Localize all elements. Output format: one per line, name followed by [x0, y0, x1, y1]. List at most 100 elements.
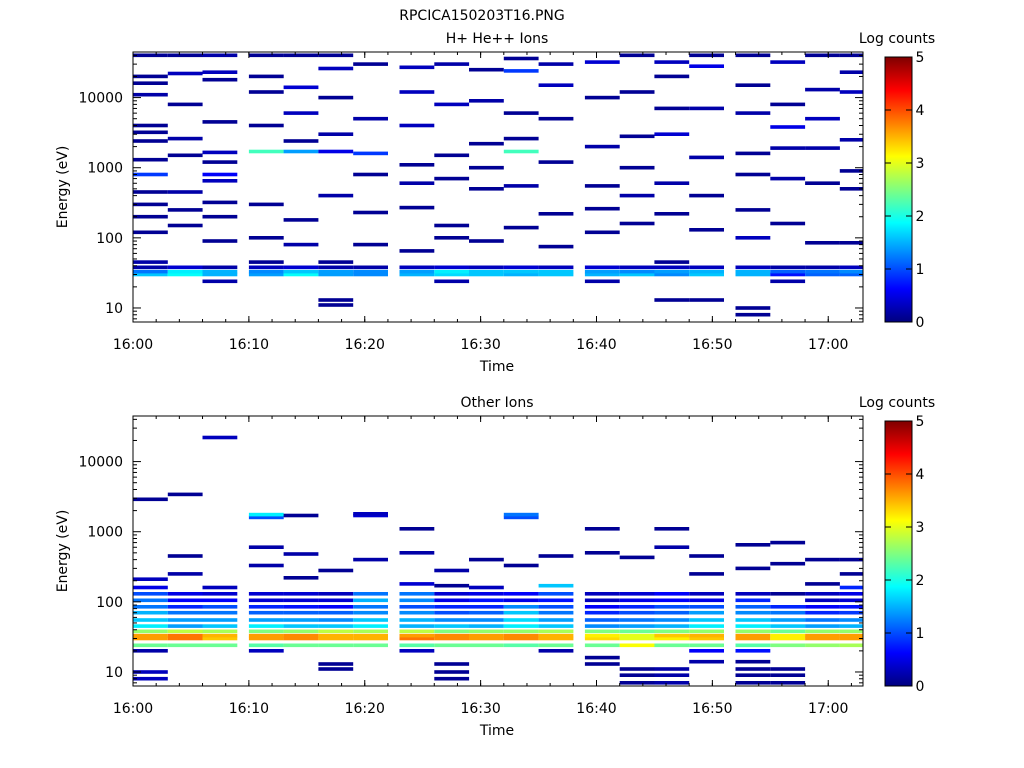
heatmap-cell — [133, 74, 168, 79]
heatmap-cell — [202, 214, 238, 219]
heatmap-cell — [503, 610, 539, 615]
heatmap-cell — [318, 265, 354, 270]
heatmap-cell — [770, 667, 806, 671]
heatmap-cell — [167, 629, 203, 634]
heatmap-cell — [735, 592, 771, 596]
heatmap-cell — [283, 636, 319, 641]
heatmap-cell — [839, 624, 863, 628]
heatmap-cell — [619, 633, 655, 638]
heatmap-cell — [318, 636, 354, 641]
heatmap-cell — [654, 598, 690, 603]
heatmap-cell — [689, 643, 724, 648]
heatmap-cell — [434, 223, 470, 228]
y-tick-label: 10000 — [78, 91, 123, 107]
heatmap-cell — [735, 306, 771, 310]
x-tick-label: 16:50 — [692, 701, 732, 717]
heatmap-cell — [469, 269, 504, 274]
heatmap-cell — [248, 636, 284, 641]
heatmap-cell — [133, 190, 168, 194]
heatmap-cell — [654, 269, 690, 274]
heatmap-cell — [318, 95, 354, 100]
x-tick-label: 16:30 — [460, 701, 500, 717]
heatmap-cell — [318, 303, 354, 307]
heatmap-cell — [434, 153, 470, 158]
heatmap-cell — [133, 272, 168, 277]
heatmap-cell — [654, 74, 690, 79]
heatmap-cell — [538, 272, 574, 277]
heatmap-cell — [503, 269, 539, 274]
heatmap-cell — [503, 515, 539, 520]
heatmap-cell — [503, 184, 539, 188]
heatmap-cell — [584, 624, 620, 628]
heatmap-cell — [619, 667, 655, 671]
heatmap-cell — [735, 624, 771, 628]
heatmap-cell — [353, 610, 388, 615]
heatmap-cell — [735, 53, 771, 58]
heatmap-cell — [469, 99, 504, 103]
heatmap-cell — [538, 62, 574, 66]
heatmap-cell — [353, 172, 388, 177]
colorbar-label: Log counts — [859, 395, 935, 411]
heatmap-cell — [735, 610, 771, 615]
heatmap-cell — [133, 139, 168, 143]
heatmap-cell — [248, 610, 284, 615]
heatmap-cell — [248, 618, 284, 622]
heatmap-cell — [805, 643, 840, 648]
heatmap-cell — [283, 265, 319, 270]
heatmap-cell — [584, 95, 620, 100]
heatmap-cell — [654, 106, 690, 111]
heatmap-cell — [619, 643, 655, 648]
heatmap-cell — [619, 592, 655, 596]
heatmap-cell — [503, 598, 539, 603]
heatmap-cell — [133, 676, 168, 681]
heatmap-cell — [133, 649, 168, 653]
x-tick-label: 16:10 — [229, 701, 269, 717]
heatmap-cell — [538, 160, 574, 164]
x-tick-label: 16:50 — [692, 337, 732, 353]
heatmap-cell — [283, 85, 319, 90]
heatmap-cell — [689, 53, 724, 58]
heatmap-cell — [469, 557, 504, 562]
heatmap-cell — [202, 200, 238, 205]
heatmap-cell — [434, 62, 470, 66]
heatmap-cell — [133, 269, 168, 274]
colorbar-ticks: 0 1 2 3 4 5 — [885, 50, 925, 331]
x-tick-label: 16:40 — [576, 701, 616, 717]
heatmap-cell — [654, 633, 690, 638]
heatmap-cell — [248, 123, 284, 128]
y-axis-label: Energy (eV) — [55, 510, 71, 593]
heatmap-cell — [619, 624, 655, 628]
heatmap-cell — [469, 605, 504, 609]
heatmap-cell — [202, 618, 238, 622]
heatmap-cell — [469, 239, 504, 243]
heatmap-cell — [805, 146, 840, 150]
heatmap-cell — [805, 265, 840, 270]
heatmap-cell — [202, 592, 238, 596]
heatmap-cell — [619, 134, 655, 139]
heatmap-cell — [805, 605, 840, 609]
heatmap-cell — [503, 563, 539, 568]
heatmap-cell — [839, 53, 863, 58]
heatmap-cell — [469, 272, 504, 277]
heatmap-cell — [770, 540, 806, 545]
heatmap-cell — [503, 605, 539, 609]
heatmap-cell — [839, 169, 863, 173]
heatmap-cell — [619, 681, 655, 685]
heatmap-cell — [584, 629, 620, 634]
heatmap-cell — [318, 598, 354, 603]
heatmap-cell — [805, 582, 840, 586]
heatmap-cell — [503, 265, 539, 270]
heatmap-cell — [133, 633, 168, 638]
heatmap-cell — [133, 202, 168, 207]
heatmap-cell — [283, 53, 319, 58]
heatmap-cell — [353, 629, 388, 634]
heatmap-cell — [399, 90, 435, 94]
heatmap-cell — [318, 629, 354, 634]
heatmap-cell — [503, 629, 539, 634]
heatmap-cell — [538, 624, 574, 628]
heatmap-cell — [318, 193, 354, 198]
heatmap-cell — [654, 681, 690, 685]
heatmap-cell — [434, 633, 470, 638]
heatmap-cell — [434, 676, 470, 681]
heatmap-cell — [584, 60, 620, 64]
